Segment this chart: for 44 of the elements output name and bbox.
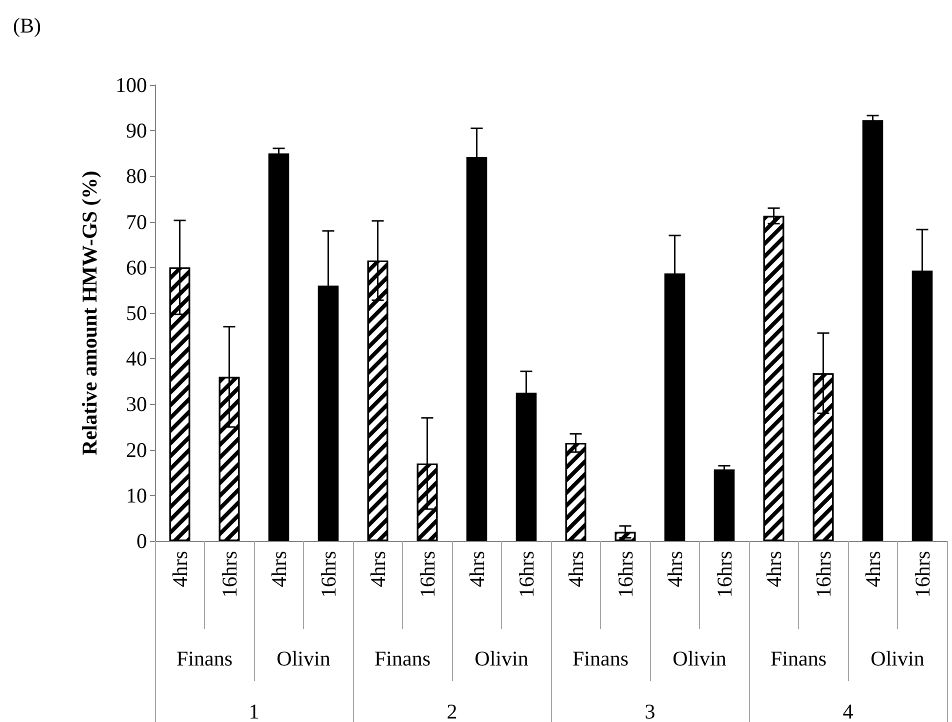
x-tick-label: 4hrs — [464, 551, 489, 588]
x-tick-label: 16hrs — [811, 551, 836, 598]
text: 4 — [842, 700, 854, 722]
x-tick-label: 16hrs — [712, 551, 736, 598]
x-tick-label: 16hrs — [316, 551, 340, 598]
text: Olivin — [474, 646, 529, 670]
y-tick-label: 60 — [126, 255, 147, 280]
x-tick-label: 16hrs — [514, 551, 538, 598]
y-tick-label: 90 — [126, 118, 147, 143]
x-tick-label: 16hrs — [415, 551, 440, 598]
text: Finans — [176, 646, 233, 670]
y-tick-label: 10 — [126, 483, 147, 508]
text: Finans — [572, 646, 629, 670]
text: Finans — [770, 646, 827, 670]
x-tick-label: 16hrs — [910, 551, 934, 598]
bar — [268, 153, 290, 541]
x-tick-label: 4hrs — [266, 551, 291, 588]
y-tick-label: 0 — [136, 529, 147, 553]
x-tick-label: 16hrs — [217, 551, 242, 598]
y-tick-label: 80 — [126, 164, 147, 188]
text: 3 — [644, 700, 656, 722]
text: 1 — [248, 700, 260, 722]
y-tick-label: 30 — [126, 392, 147, 416]
text: 2 — [446, 700, 458, 722]
bar — [862, 120, 884, 541]
y-tick-label: 70 — [126, 210, 147, 234]
y-axis-title: Relative amount HMW-GS (%) — [78, 170, 102, 456]
text: Finans — [374, 646, 431, 670]
y-tick-label: 50 — [126, 301, 147, 325]
x-tick-label: 4hrs — [564, 551, 588, 588]
y-tick-label: 100 — [116, 73, 147, 97]
text: Olivin — [870, 646, 925, 670]
text: Olivin — [276, 646, 331, 670]
x-tick-label: 4hrs — [662, 551, 687, 588]
y-tick-label: 40 — [126, 346, 147, 371]
text: (B) — [13, 14, 41, 38]
x-tick-label: 4hrs — [366, 551, 390, 588]
bar — [714, 469, 735, 541]
y-tick-label: 20 — [126, 438, 147, 462]
x-tick-label: 4hrs — [860, 551, 885, 588]
x-tick-label: 16hrs — [613, 551, 638, 598]
x-tick-label: 4hrs — [762, 551, 786, 588]
text: Olivin — [672, 646, 727, 670]
x-tick-label: 4hrs — [168, 551, 192, 588]
